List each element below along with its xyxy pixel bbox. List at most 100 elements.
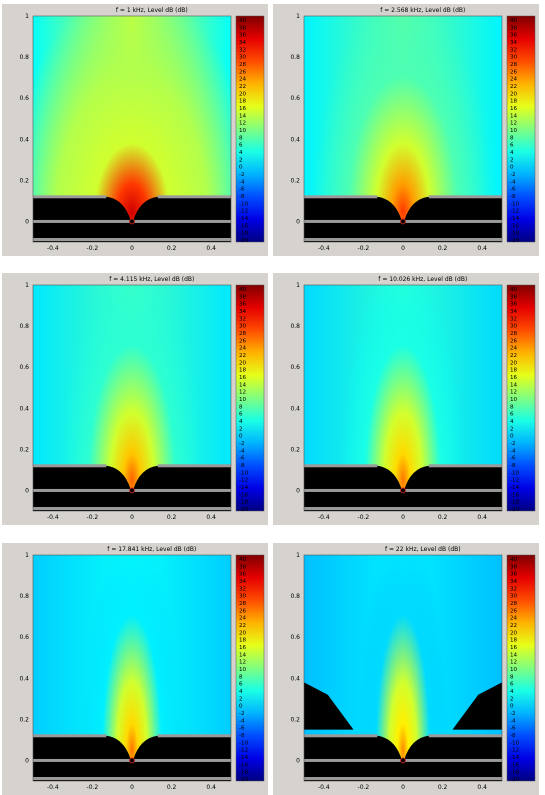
x-tick-label: 0 — [130, 784, 134, 791]
colorbar-tick-label: 30 — [239, 55, 247, 61]
colorbar-tick-label: 22 — [239, 84, 246, 90]
colorbar-tick-label: -14 — [510, 216, 520, 222]
colorbar-tick-label: 2 — [510, 696, 514, 702]
waveguide-body — [304, 465, 502, 511]
colorbar — [506, 284, 536, 512]
waveguide-body — [33, 735, 231, 781]
x-tick-label: -0.2 — [358, 514, 370, 521]
colorbar-tick-label: 10 — [239, 397, 247, 403]
colorbar-tick-label: 20 — [510, 91, 518, 97]
colorbar-tick-label: -20 — [510, 238, 520, 244]
colorbar-tick-label: 24 — [510, 616, 518, 622]
colorbar-tick-label: 38 — [239, 294, 247, 300]
colorbar-tick-label: 6 — [510, 412, 514, 418]
waveguide-body — [304, 735, 502, 781]
colorbar-tick-label: 38 — [510, 564, 518, 570]
colorbar-tick-label: 4 — [510, 419, 514, 425]
colorbar-tick-label: -18 — [510, 770, 520, 776]
colorbar-tick-label: 32 — [510, 316, 517, 322]
chart-title: f = 10.026 kHz, Level dB (dB) — [378, 276, 467, 283]
y-tick-label: 1 — [296, 282, 300, 289]
colorbar-tick-label: 32 — [239, 47, 246, 53]
baffle-edge — [304, 734, 378, 738]
colorbar-tick-label: -14 — [239, 755, 249, 761]
plot-frame — [303, 15, 503, 243]
colorbar-tick-label: -12 — [239, 748, 248, 754]
y-tick-label: 0.2 — [19, 716, 29, 723]
colorbar-tick-label: 0 — [239, 434, 243, 440]
source-marker — [400, 218, 406, 225]
x-tick-label: 0.2 — [167, 245, 177, 252]
colorbar-tick-label: 36 — [510, 33, 518, 39]
x-tick-label: -0.2 — [87, 514, 99, 521]
colorbar-tick-label: 18 — [510, 638, 518, 644]
colorbar-tick-label: 40 — [510, 557, 518, 563]
colorbar-tick-label: -14 — [510, 485, 520, 491]
colorbar-tick-label: 24 — [510, 346, 518, 352]
colorbar-tick-label: 28 — [239, 331, 247, 337]
colorbar-tick-label: 8 — [239, 404, 243, 410]
colorbar-tick-label: -16 — [510, 492, 520, 498]
colorbar-tick-label: 28 — [510, 331, 518, 337]
plot-panel-1: f = 1 kHz, Level dB (dB) 0 0.2 0.4 0.6 0.8 1 -0… — [2, 4, 268, 256]
colorbar-tick-label: 28 — [239, 601, 247, 607]
colorbar-tick-label: -20 — [239, 238, 249, 244]
colorbar-tick-label: 20 — [510, 630, 518, 636]
colorbar-tick-label: 36 — [239, 33, 247, 39]
colorbar-tick-label: 26 — [510, 69, 518, 75]
baffle-edge — [304, 464, 378, 468]
colorbar-tick-label: 22 — [510, 84, 517, 90]
x-tick-label: 0 — [130, 514, 134, 521]
y-tick-label: 0.2 — [19, 446, 29, 453]
baffle-edge — [157, 734, 231, 738]
colorbar-tick-label: 30 — [239, 594, 247, 600]
x-tick-label: -0.2 — [87, 245, 99, 252]
x-tick-label: 0.4 — [206, 784, 216, 791]
colorbar-tick-label: 26 — [510, 338, 518, 344]
chart-svg: f = 17.841 kHz, Level dB (dB) 0 0.2 0.4 0.6 0… — [19, 546, 265, 791]
colorbar-tick-label: 0 — [510, 165, 514, 171]
colorbar-tick-label: -6 — [239, 456, 245, 462]
colorbar-tick-label: -4 — [510, 448, 516, 454]
colorbar-tick-label: 22 — [510, 353, 517, 359]
colorbar-tick-label: -8 — [239, 194, 245, 200]
colorbar-tick-label: 38 — [239, 564, 247, 570]
plot-frame — [32, 284, 232, 512]
colorbar-tick-label: 22 — [239, 353, 246, 359]
colorbar-tick-label: 30 — [510, 55, 518, 61]
colorbar-tick-label: -10 — [239, 740, 249, 746]
colorbar-tick-label: 10 — [239, 128, 247, 134]
y-tick-label: 0 — [296, 487, 300, 494]
colorbar-tick-label: 40 — [239, 18, 247, 24]
plot-frame — [303, 284, 503, 512]
chart-title: f = 22 kHz, Level dB (dB) — [385, 546, 461, 553]
colorbar-tick-label: 12 — [510, 121, 517, 127]
y-tick-label: 0.6 — [290, 634, 300, 641]
waveguide-body — [33, 465, 231, 511]
colorbar-tick-label: 16 — [239, 645, 247, 651]
colorbar-tick-label: 22 — [239, 623, 246, 629]
x-tick-label: 0.4 — [206, 245, 216, 252]
colorbar-tick-label: 32 — [510, 47, 517, 53]
colorbar-tick-label: -16 — [239, 492, 249, 498]
colorbar-tick-label: -14 — [239, 216, 249, 222]
colorbar-tick-label: 18 — [510, 99, 518, 105]
y-tick-label: 0.2 — [290, 446, 300, 453]
colorbar-tick-label: 18 — [510, 368, 518, 374]
y-tick-label: 0.2 — [290, 716, 300, 723]
colorbar-tick-label: 34 — [510, 40, 518, 46]
colorbar-tick-label: 34 — [239, 40, 247, 46]
x-tick-label: 0.2 — [167, 784, 177, 791]
colorbar-tick-label: -12 — [510, 478, 519, 484]
baffle-edge — [304, 195, 378, 199]
colorbar-tick-label: 20 — [239, 630, 247, 636]
colorbar-tick-label: -2 — [239, 172, 245, 178]
colorbar — [506, 15, 536, 243]
colorbar-tick-label: 14 — [239, 113, 247, 119]
colorbar-tick-label: 6 — [510, 682, 514, 688]
colorbar — [235, 15, 265, 243]
colorbar-tick-label: -4 — [239, 179, 245, 185]
x-tick-label: 0.4 — [477, 784, 487, 791]
colorbar-tick-label: -2 — [239, 441, 245, 447]
plot-frame — [32, 554, 232, 782]
